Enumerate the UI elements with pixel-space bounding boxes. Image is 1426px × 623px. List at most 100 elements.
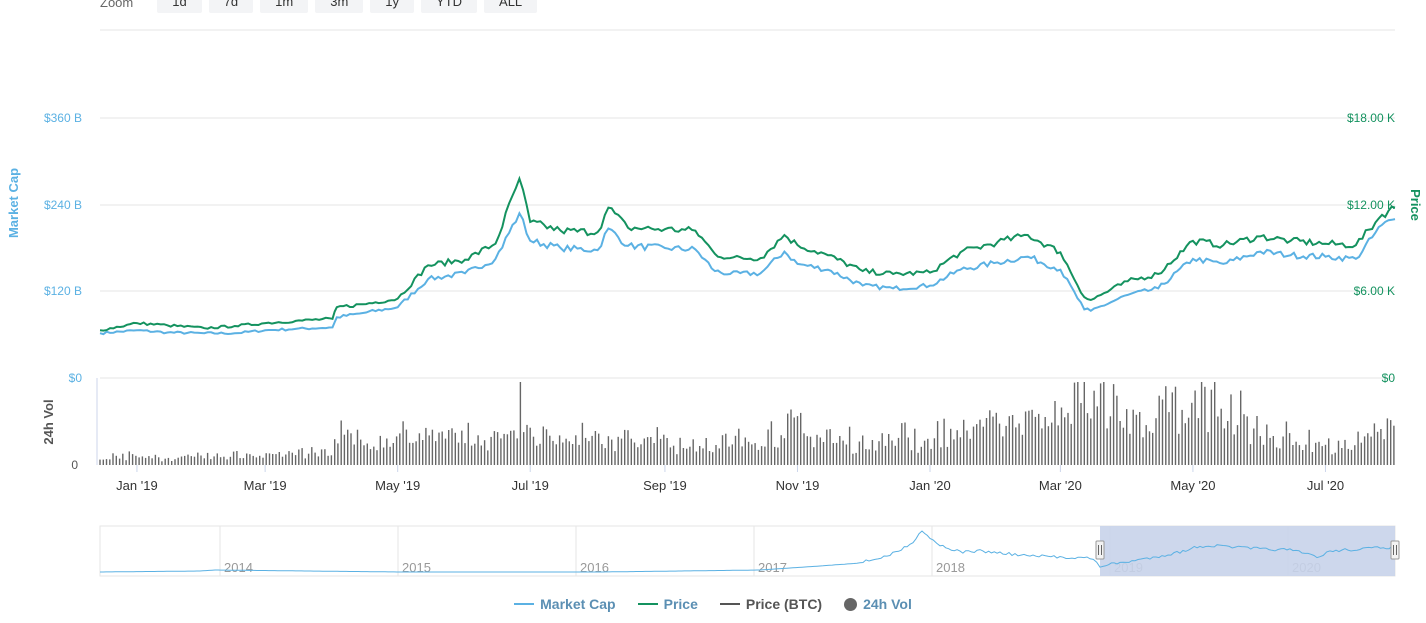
volume-bar — [281, 456, 284, 465]
volume-bar — [347, 429, 349, 465]
volume-bar — [1279, 448, 1281, 465]
volume-bar — [754, 443, 756, 465]
volume-bar — [171, 461, 173, 465]
volume-bar — [291, 452, 293, 465]
zoom-button-ytd[interactable]: YTD — [421, 0, 478, 13]
x-tick-label: May '19 — [375, 478, 420, 493]
volume-bar — [125, 460, 127, 465]
volume-plot-area[interactable] — [99, 382, 1395, 465]
volume-bar — [875, 450, 877, 465]
volume-bar — [480, 445, 482, 465]
main-plot-area[interactable] — [99, 175, 1396, 336]
volume-bar — [793, 417, 795, 465]
volume-bar — [940, 447, 942, 465]
volume-bar — [461, 430, 463, 465]
volume-bar — [1390, 420, 1392, 465]
volume-bar — [633, 442, 636, 465]
volume-bar — [852, 453, 854, 465]
volume-bar — [1161, 399, 1164, 465]
volume-bar — [591, 435, 593, 465]
volume-bar — [627, 430, 629, 465]
volume-bar — [578, 444, 580, 465]
right-tick-label: $0 — [1382, 371, 1396, 385]
navigator-year-label: 2017 — [758, 560, 787, 575]
volume-bar — [653, 443, 655, 465]
volume-bar — [477, 435, 479, 465]
volume-bar — [1259, 436, 1261, 465]
volume-bar — [532, 436, 535, 465]
zoom-button-all[interactable]: ALL — [484, 0, 538, 13]
volume-bar — [1047, 426, 1050, 465]
volume-bar — [1077, 382, 1079, 465]
volume-bar — [304, 458, 306, 465]
legend-item-price[interactable]: Price — [637, 596, 698, 612]
volume-bar — [679, 437, 681, 465]
volume-bar — [571, 444, 574, 465]
volume-bar — [695, 451, 698, 465]
volume-bar — [656, 427, 658, 465]
volume-bar — [324, 449, 326, 465]
volume-bar — [1370, 436, 1372, 465]
left-axis-ticks: $360 B $240 B $120 B $0 0 — [44, 111, 82, 472]
volume-bar — [959, 437, 962, 465]
volume-bar — [806, 436, 808, 465]
volume-bar — [1024, 411, 1027, 465]
right-axis-title: Price — [1408, 189, 1423, 221]
navigator-right-handle[interactable] — [1390, 540, 1400, 560]
volume-bar — [1253, 428, 1255, 465]
volume-bar — [529, 427, 531, 465]
volume-bar — [1328, 438, 1330, 465]
volume-bar — [105, 459, 108, 465]
volume-bar — [428, 435, 430, 465]
zoom-button-1m[interactable]: 1m — [260, 0, 309, 13]
volume-bar — [1295, 441, 1297, 465]
zoom-button-7d[interactable]: 7d — [208, 0, 254, 13]
volume-bar — [1116, 395, 1118, 465]
x-tick-label: May '20 — [1170, 478, 1215, 493]
volume-bar — [640, 444, 642, 465]
volume-bar — [969, 438, 971, 465]
volume-bar — [1158, 395, 1160, 465]
volume-bar — [845, 444, 848, 465]
legend-item-volume[interactable]: 24h Vol — [844, 596, 912, 612]
volume-bar — [594, 431, 597, 465]
volume-bar — [425, 427, 427, 465]
volume-bar — [232, 451, 235, 465]
zoom-button-3m[interactable]: 3m — [315, 0, 364, 13]
volume-bar — [1168, 412, 1170, 465]
volume-bar — [1233, 434, 1235, 465]
volume-bar — [796, 416, 799, 465]
legend-label-price: Price — [663, 596, 698, 612]
volume-bar — [1148, 431, 1151, 465]
volume-bar — [1350, 449, 1353, 465]
legend-item-market-cap[interactable]: Market Cap — [514, 596, 616, 612]
x-tick-label: Jul '20 — [1307, 478, 1344, 493]
volume-bar — [539, 443, 541, 465]
volume-bar — [1099, 383, 1102, 465]
volume-bar — [1073, 382, 1076, 465]
volume-bar — [1315, 442, 1317, 465]
volume-bar — [855, 452, 857, 465]
volume-bar — [617, 436, 619, 465]
zoom-button-1y[interactable]: 1y — [370, 0, 415, 13]
volume-bar — [995, 412, 997, 465]
navigator-left-handle[interactable] — [1095, 540, 1105, 560]
volume-bar — [1256, 416, 1258, 465]
volume-bar — [320, 449, 323, 465]
navigator[interactable]: 2014201520162017201820192020 — [99, 525, 1400, 577]
volume-bar — [294, 455, 297, 465]
volume-bar — [881, 433, 883, 465]
volume-bar — [1191, 402, 1193, 465]
volume-bar — [1302, 450, 1304, 465]
volume-bar — [379, 435, 381, 465]
volume-bar — [757, 449, 760, 465]
legend-item-price-btc[interactable]: Price (BTC) — [719, 596, 822, 612]
volume-bar — [1223, 428, 1226, 465]
volume-bar — [972, 426, 975, 465]
volume-bar — [1054, 401, 1056, 465]
volume-bar — [389, 446, 391, 465]
zoom-button-1d[interactable]: 1d — [157, 0, 202, 13]
volume-bar — [109, 459, 111, 465]
volume-bar — [1282, 436, 1284, 465]
